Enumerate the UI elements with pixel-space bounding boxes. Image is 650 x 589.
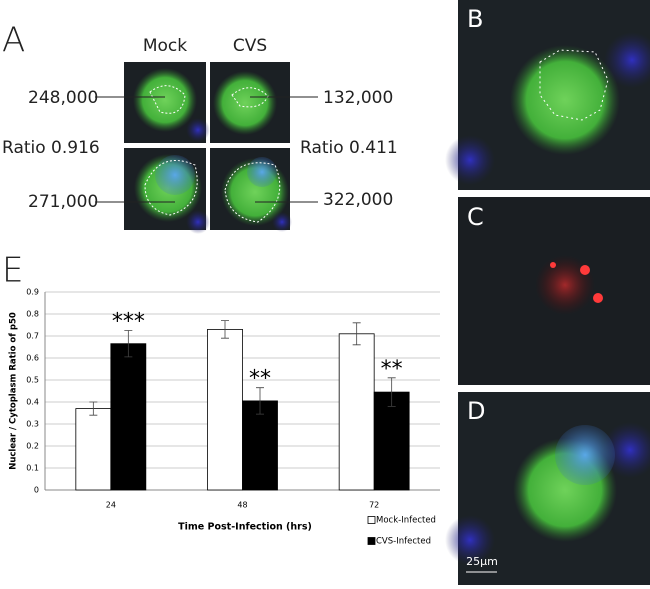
y-axis-label: Nuclear / Cytoplasm Ratio of p50 [9,312,19,470]
micrograph [210,148,292,232]
ratio: Ratio 0.916 [2,138,100,158]
x-tick-label: 24 [106,501,116,510]
y-tick-label: 0.1 [26,464,39,473]
x-axis-label: Time Post-Infection (hrs) [178,522,312,533]
legend-label: CVS-Infected [376,537,431,547]
panel-d: D 25μm [445,392,650,585]
area-value: 132,000 [323,88,393,108]
micrograph [210,62,290,143]
y-tick-label: 0.3 [26,420,39,429]
bar [338,333,375,491]
error-bar [89,401,98,416]
significance: ** [381,357,403,382]
area-value: 248,000 [28,88,98,108]
significance: *** [112,310,145,335]
area-value: 322,000 [323,190,393,210]
error-bar [387,377,396,407]
micrograph [124,148,210,234]
panel-label: C [467,203,484,231]
panel-label: E [2,251,23,291]
y-tick-label: 0.9 [26,288,39,297]
y-tick-label: 0 [34,486,39,495]
column-label: CVS [233,36,267,56]
y-tick-label: 0.2 [26,442,39,451]
legend-swatch [367,537,376,545]
bar [207,328,243,491]
panel-label: A [2,21,25,61]
bar [242,400,278,491]
legend-swatch [367,516,376,524]
x-tick-label: 48 [237,501,247,510]
bar [373,391,410,491]
area-value: 271,000 [28,192,98,212]
panel-label: B [467,5,483,33]
panel-b: B [445,0,650,190]
y-tick-label: 0.8 [26,310,39,319]
panel-c: C [458,197,650,385]
error-bar [221,320,229,339]
error-bar [352,322,361,346]
legend-label: Mock-Infected [376,516,436,526]
bar-chart: 0 0.1 0.2 0.3 0.4 0.5 0.6 0.7 0.8 0.9 24 *** 48 ** 72 *… [26,288,440,547]
bar [110,343,147,491]
panel-a: A Mock CVS 248,000 271,000 132,000 322,0… [2,21,398,234]
bar [75,408,112,491]
micrograph [124,62,210,143]
scale-label: 25μm [466,555,498,568]
panel-label: D [467,397,485,425]
y-tick-label: 0.7 [26,332,39,341]
y-tick-label: 0.4 [26,398,39,407]
column-label: Mock [143,36,187,56]
ratio: Ratio 0.411 [300,138,398,158]
y-tick-label: 0.6 [26,354,39,363]
significance: ** [249,367,271,392]
y-tick-label: 0.5 [26,376,39,385]
x-tick-label: 72 [369,501,379,510]
error-bar [256,387,264,415]
error-bar [124,330,133,358]
